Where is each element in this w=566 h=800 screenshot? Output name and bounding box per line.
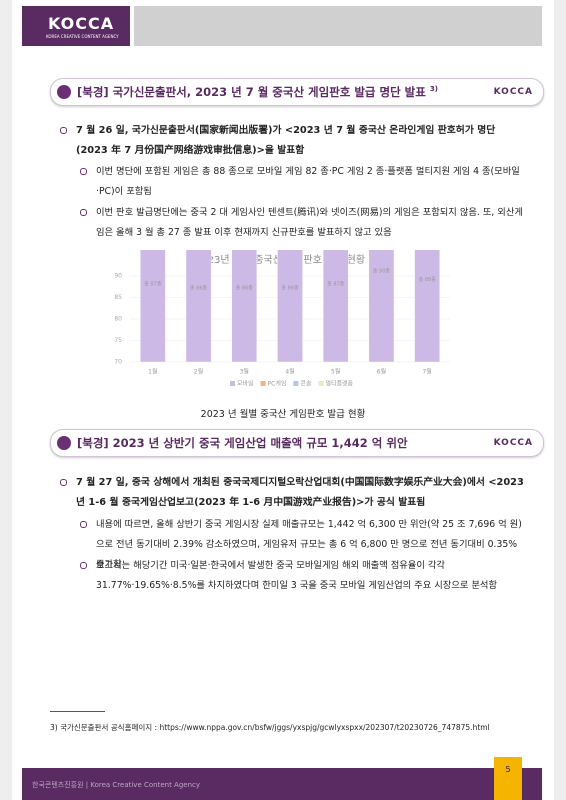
bar-segment (140, 250, 166, 363)
footnote-rule (50, 711, 105, 712)
mini-logo: KOCCA (493, 87, 533, 97)
total-label: 총 87종 (144, 280, 162, 287)
logo-text: KOCCA (48, 14, 115, 33)
total-label: 총 86종 (190, 285, 208, 292)
x-tick-label: 7월 (422, 368, 431, 376)
x-tick-label: 2월 (194, 368, 203, 376)
bar-segment (277, 250, 303, 363)
logo-sub: KOREA CREATIVE CONTENT AGENCY (46, 34, 119, 39)
x-tick-label: 1월 (148, 368, 157, 376)
bullet-icon (80, 209, 87, 216)
chart: 2023년 월별 중국산 게임판호 발급 현황 707580859078315총… (114, 250, 450, 388)
total-label: 총 86종 (281, 285, 299, 292)
bullet-icon (60, 127, 67, 134)
legend-label: 멀티플랫폼 (325, 380, 353, 388)
legend-swatch (293, 381, 299, 386)
bullet-icon (60, 479, 67, 486)
bullet-icon (80, 521, 87, 528)
sub-bullet-text: 이번 판호 발급명단에는 중국 2 대 게임사인 텐센트(腾讯)와 넷이즈(网易… (96, 207, 523, 238)
bar-segment (231, 250, 258, 363)
bullet-icon (80, 168, 87, 175)
bar-segment (414, 250, 440, 363)
legend-swatch (260, 381, 266, 386)
section-title-box: [북경] 국가신문출판서, 2023 년 7 월 중국산 게임판호 발급 명단 … (50, 78, 544, 106)
section-title: [북경] 국가신문출판서, 2023 년 7 월 중국산 게임판호 발급 명단 … (77, 84, 438, 100)
section-title-box: [북경] 2023 년 상반기 중국 게임산업 매출액 규모 1,442 억 위… (50, 429, 544, 457)
x-tick-label: 6월 (377, 368, 386, 376)
x-tick-label: 3월 (240, 368, 249, 376)
x-tick-label: 4월 (285, 368, 294, 376)
legend-swatch (230, 381, 235, 386)
sub-bullet-text: 내용에 따르면, 올해 상반기 중국 게임시장 실제 매출규모는 1,442 억… (96, 519, 522, 570)
mini-logo: KOCCA (493, 438, 533, 448)
bar-segment (185, 250, 212, 363)
bar-segment (322, 250, 349, 363)
legend-label: 콘솔 (300, 380, 312, 388)
footnote: 3) 국가신문출판서 공식홈페이지 : https://www.nppa.gov… (50, 723, 490, 732)
header-logo: KOCCA KOREA CREATIVE CONTENT AGENCY (22, 6, 130, 46)
legend-label: 모바일 (237, 380, 254, 388)
title-text: [북경] 국가신문출판서, 2023 년 7 월 중국산 게임판호 발급 명단 … (77, 85, 426, 99)
check-icon (57, 85, 71, 99)
bullet-text: 7 월 26 일, 국가신문출판서(国家新闻出版署)가 <2023 년 7 월 … (76, 125, 496, 156)
section-title: [북경] 2023 년 상반기 중국 게임산업 매출액 규모 1,442 억 위… (77, 436, 408, 450)
y-tick-label: 85 (114, 294, 122, 301)
total-label: 총 87종 (327, 280, 345, 287)
x-tick-label: 5월 (331, 368, 340, 376)
chart-caption: 2023 년 월별 중국산 게임판호 발급 현황 (200, 409, 366, 420)
footnote-ref: 3) (429, 85, 438, 94)
page-tab: 5 (494, 757, 522, 800)
sub-bullet-text: 이번 명단에 포함된 게임은 총 88 종으로 모바일 게임 82 종·PC 게… (96, 166, 520, 197)
header-band (134, 6, 542, 46)
total-label: 총 90종 (373, 268, 391, 275)
sub-bullet-text: 보고서는 해당기간 미국·일본·한국에서 발생한 중국 모바일게임 해외 매출액… (96, 560, 498, 591)
bar-segment (368, 250, 395, 363)
total-label: 총 86종 (236, 285, 254, 292)
legend-swatch (318, 381, 324, 386)
footer: 한국콘텐츠진흥원 | Korea Creative Content Agency (22, 768, 542, 800)
y-tick-label: 90 (114, 273, 122, 280)
bullet-icon (80, 562, 87, 569)
total-label: 총 88종 (419, 276, 437, 283)
page-number: 5 (505, 765, 511, 774)
footer-org: 한국콘텐츠진흥원 | Korea Creative Content Agency (32, 781, 201, 789)
bullet-text: 7 월 27 일, 중국 상해에서 개최된 중국국제디지털오락산업대회(中国国际… (76, 477, 524, 508)
y-tick-label: 70 (114, 359, 122, 366)
check-icon (57, 436, 71, 450)
y-tick-label: 75 (114, 337, 122, 344)
y-tick-label: 80 (114, 316, 122, 323)
sheet (12, 0, 554, 800)
legend-label: PC게임 (268, 380, 287, 388)
